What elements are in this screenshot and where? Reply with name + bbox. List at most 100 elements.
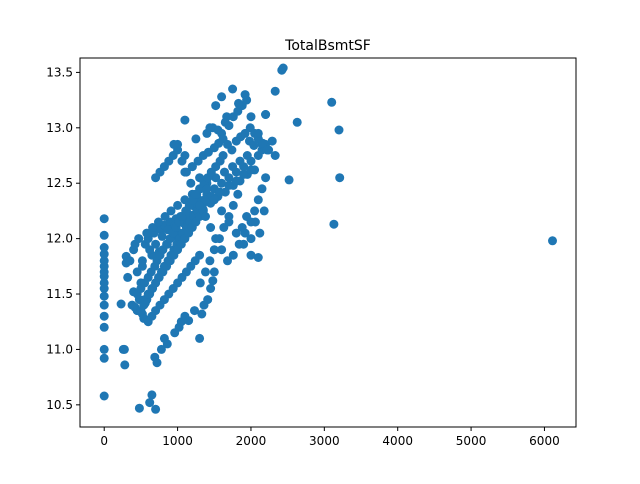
data-point bbox=[233, 189, 243, 199]
data-point bbox=[329, 219, 339, 229]
data-point bbox=[270, 151, 280, 160]
data-point bbox=[180, 167, 190, 177]
data-point bbox=[224, 180, 234, 190]
data-point bbox=[292, 117, 302, 127]
data-point bbox=[257, 184, 267, 194]
data-point bbox=[205, 256, 215, 266]
x-tick-label: 4000 bbox=[382, 434, 413, 448]
data-point bbox=[224, 217, 234, 227]
data-point bbox=[116, 299, 126, 309]
data-point bbox=[253, 195, 263, 205]
y-tick-label: 12.5 bbox=[46, 176, 73, 190]
data-point bbox=[99, 291, 109, 301]
data-point bbox=[246, 234, 256, 244]
data-point bbox=[242, 212, 252, 221]
data-point bbox=[191, 134, 201, 144]
data-point bbox=[156, 344, 166, 354]
data-point bbox=[327, 97, 337, 107]
data-point bbox=[214, 234, 224, 244]
data-point bbox=[222, 112, 232, 122]
data-point bbox=[195, 250, 205, 260]
data-point bbox=[548, 236, 557, 246]
data-point bbox=[228, 250, 238, 260]
data-point bbox=[99, 311, 109, 321]
data-point bbox=[217, 245, 227, 255]
data-point bbox=[228, 200, 238, 210]
data-point bbox=[334, 125, 344, 135]
data-point bbox=[195, 333, 205, 343]
data-point bbox=[239, 169, 249, 179]
data-point bbox=[99, 214, 109, 224]
data-point bbox=[209, 245, 219, 255]
data-point bbox=[235, 156, 245, 166]
axes-frame bbox=[79, 57, 577, 428]
data-point bbox=[217, 92, 227, 102]
data-point bbox=[217, 206, 227, 216]
data-point bbox=[162, 339, 172, 349]
data-point bbox=[190, 306, 199, 316]
data-point bbox=[228, 84, 238, 94]
data-point bbox=[205, 123, 215, 133]
data-point bbox=[160, 212, 170, 221]
data-point bbox=[227, 145, 237, 155]
data-point bbox=[218, 151, 228, 160]
data-point bbox=[259, 206, 269, 216]
data-point bbox=[157, 231, 167, 241]
data-point bbox=[209, 267, 219, 277]
data-point bbox=[99, 230, 109, 240]
x-tick-label: 6000 bbox=[529, 434, 560, 448]
data-point bbox=[258, 138, 268, 148]
data-point bbox=[240, 90, 250, 100]
data-point bbox=[234, 98, 243, 108]
data-point bbox=[148, 223, 158, 232]
data-point bbox=[220, 167, 229, 177]
data-point bbox=[262, 145, 272, 155]
data-point bbox=[99, 353, 109, 363]
data-point bbox=[195, 200, 205, 210]
data-point bbox=[206, 223, 216, 232]
x-tick-label: 2000 bbox=[236, 434, 267, 448]
data-point bbox=[201, 212, 210, 221]
data-point bbox=[284, 175, 294, 185]
data-point bbox=[261, 173, 271, 183]
data-point bbox=[99, 249, 109, 259]
data-point bbox=[195, 278, 205, 288]
data-point bbox=[250, 206, 260, 216]
data-point bbox=[267, 136, 277, 146]
y-tick-label: 10.5 bbox=[46, 398, 73, 412]
data-point bbox=[215, 187, 225, 197]
data-point bbox=[99, 278, 109, 288]
data-point bbox=[239, 239, 249, 249]
data-point bbox=[335, 173, 345, 183]
data-point bbox=[197, 309, 207, 319]
data-point bbox=[99, 344, 109, 354]
data-point bbox=[240, 128, 250, 138]
data-point bbox=[173, 200, 183, 210]
data-point bbox=[208, 276, 218, 286]
data-points bbox=[99, 63, 557, 414]
data-point bbox=[187, 162, 197, 172]
data-point bbox=[137, 256, 147, 266]
y-tick-label: 13.0 bbox=[46, 121, 73, 135]
data-point bbox=[223, 256, 232, 266]
data-point bbox=[184, 316, 194, 326]
data-point bbox=[237, 223, 247, 232]
data-point bbox=[119, 344, 129, 354]
data-point bbox=[253, 128, 263, 138]
data-point bbox=[211, 101, 221, 111]
data-point bbox=[147, 390, 157, 400]
data-point bbox=[231, 228, 241, 238]
y-tick-label: 11.0 bbox=[46, 342, 73, 356]
data-point bbox=[246, 165, 256, 175]
data-point bbox=[120, 360, 130, 370]
data-point bbox=[228, 162, 238, 172]
x-tick-label: 3000 bbox=[309, 434, 340, 448]
chart-title: TotalBsmtSF bbox=[284, 38, 371, 54]
data-point bbox=[99, 243, 109, 252]
data-point bbox=[134, 234, 144, 244]
data-point bbox=[134, 403, 144, 413]
data-point bbox=[186, 178, 196, 188]
data-point bbox=[166, 206, 176, 216]
data-point bbox=[154, 217, 163, 227]
